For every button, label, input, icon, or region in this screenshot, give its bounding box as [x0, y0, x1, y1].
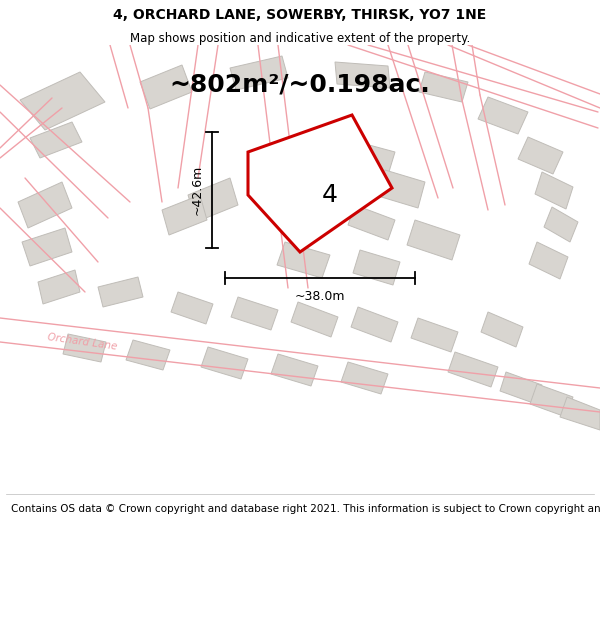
- Polygon shape: [277, 242, 330, 278]
- Text: 4, ORCHARD LANE, SOWERBY, THIRSK, YO7 1NE: 4, ORCHARD LANE, SOWERBY, THIRSK, YO7 1N…: [113, 8, 487, 22]
- Polygon shape: [419, 72, 468, 102]
- Polygon shape: [378, 170, 425, 208]
- Polygon shape: [20, 72, 105, 130]
- Polygon shape: [518, 137, 563, 174]
- Text: 4: 4: [322, 183, 338, 207]
- Polygon shape: [38, 270, 80, 304]
- Polygon shape: [140, 65, 192, 109]
- Text: Orchard Lane: Orchard Lane: [46, 332, 118, 352]
- Polygon shape: [171, 292, 213, 324]
- Polygon shape: [231, 297, 278, 330]
- Polygon shape: [535, 172, 573, 209]
- Polygon shape: [201, 347, 248, 379]
- Polygon shape: [351, 307, 398, 342]
- Polygon shape: [500, 372, 542, 404]
- Text: ~42.6m: ~42.6m: [191, 165, 204, 215]
- Polygon shape: [63, 334, 106, 362]
- Polygon shape: [481, 312, 523, 347]
- Polygon shape: [230, 56, 288, 90]
- Polygon shape: [98, 277, 143, 307]
- Polygon shape: [560, 397, 600, 430]
- Polygon shape: [341, 362, 388, 394]
- Polygon shape: [348, 205, 395, 240]
- Polygon shape: [411, 318, 458, 352]
- Text: ~802m²/~0.198ac.: ~802m²/~0.198ac.: [170, 73, 430, 97]
- Polygon shape: [351, 142, 395, 175]
- Polygon shape: [353, 250, 400, 285]
- Text: ~38.0m: ~38.0m: [295, 290, 345, 303]
- Polygon shape: [18, 182, 72, 228]
- Polygon shape: [162, 195, 207, 235]
- Polygon shape: [478, 97, 528, 134]
- Text: Map shows position and indicative extent of the property.: Map shows position and indicative extent…: [130, 32, 470, 46]
- Polygon shape: [271, 354, 318, 386]
- Polygon shape: [30, 122, 82, 158]
- Polygon shape: [530, 384, 573, 417]
- Polygon shape: [544, 207, 578, 242]
- Text: Contains OS data © Crown copyright and database right 2021. This information is : Contains OS data © Crown copyright and d…: [11, 504, 600, 514]
- Polygon shape: [126, 340, 170, 370]
- Polygon shape: [291, 302, 338, 337]
- Polygon shape: [248, 115, 392, 252]
- Polygon shape: [407, 220, 460, 260]
- Polygon shape: [448, 352, 498, 387]
- Polygon shape: [335, 62, 390, 88]
- Polygon shape: [22, 228, 72, 266]
- Polygon shape: [188, 178, 238, 222]
- Polygon shape: [529, 242, 568, 279]
